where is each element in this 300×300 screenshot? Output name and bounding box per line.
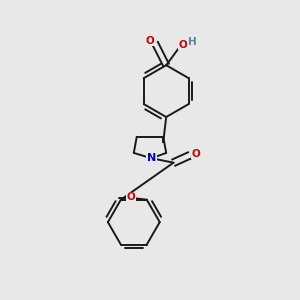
Text: O: O [146,36,155,46]
Text: O: O [127,192,136,202]
Text: O: O [179,40,188,50]
Text: H: H [188,37,197,46]
Text: O: O [192,149,201,159]
Text: N: N [147,153,156,163]
